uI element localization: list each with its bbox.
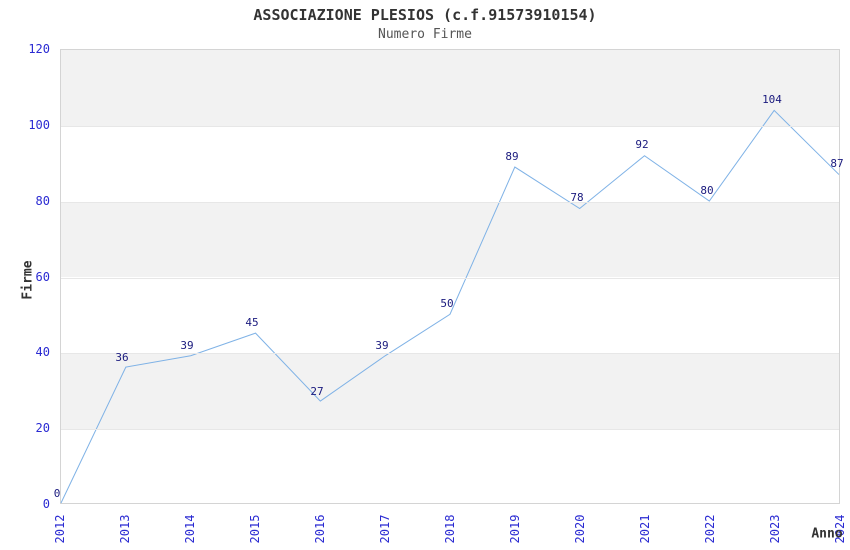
x-tick-label: 2012 [53,514,67,544]
x-tick-label: 2023 [768,514,782,544]
series-line [60,109,840,504]
background-band [61,201,839,278]
data-point-label: 80 [700,183,714,197]
gridline [61,277,839,279]
background-band [61,353,839,430]
y-tick-label: 0 [42,497,50,511]
data-point-label: 45 [245,316,259,330]
plot-area [60,49,840,504]
data-point-label: 92 [635,138,649,152]
data-point-label: 104 [762,92,782,106]
y-tick-label: 40 [35,345,50,360]
data-point-label: 39 [180,339,194,353]
x-tick-label: 2016 [313,514,327,544]
x-tick-label: 2021 [638,514,652,544]
x-tick-label: 2014 [183,514,197,544]
line-series [60,109,840,504]
data-point-label: 27 [310,384,324,398]
gridline [61,353,839,355]
x-axis-title: Anno [811,526,843,542]
y-axis-title: Firme [20,260,36,300]
data-point-label: 78 [570,191,584,205]
x-tick-label: 2022 [703,514,717,544]
gridline [61,125,839,127]
gridline [61,429,839,431]
chart-title: ASSOCIAZIONE PLESIOS (c.f.91573910154) [253,6,597,24]
x-tick-label: 2015 [248,514,262,544]
gridline [61,201,839,203]
y-tick-label: 100 [28,117,50,132]
data-point-label: 0 [53,487,61,500]
data-point-label: 89 [505,149,519,163]
y-tick-label: 80 [35,193,50,208]
x-tick-label: 2017 [378,514,392,544]
x-tick-label: 2020 [573,514,587,544]
y-tick-label: 60 [35,269,50,284]
x-tick-label: 2018 [443,514,457,544]
data-point-label: 36 [115,350,129,364]
y-tick-label: 120 [28,42,50,56]
x-tick-label: 2013 [118,514,132,544]
data-point-label: 87 [830,157,844,171]
chart-subtitle: Numero Firme [378,27,472,42]
x-tick-label: 2019 [508,514,522,544]
data-point-label: 39 [375,339,389,353]
data-point-label: 50 [440,297,454,311]
y-tick-label: 20 [35,421,50,436]
background-band [61,50,839,126]
